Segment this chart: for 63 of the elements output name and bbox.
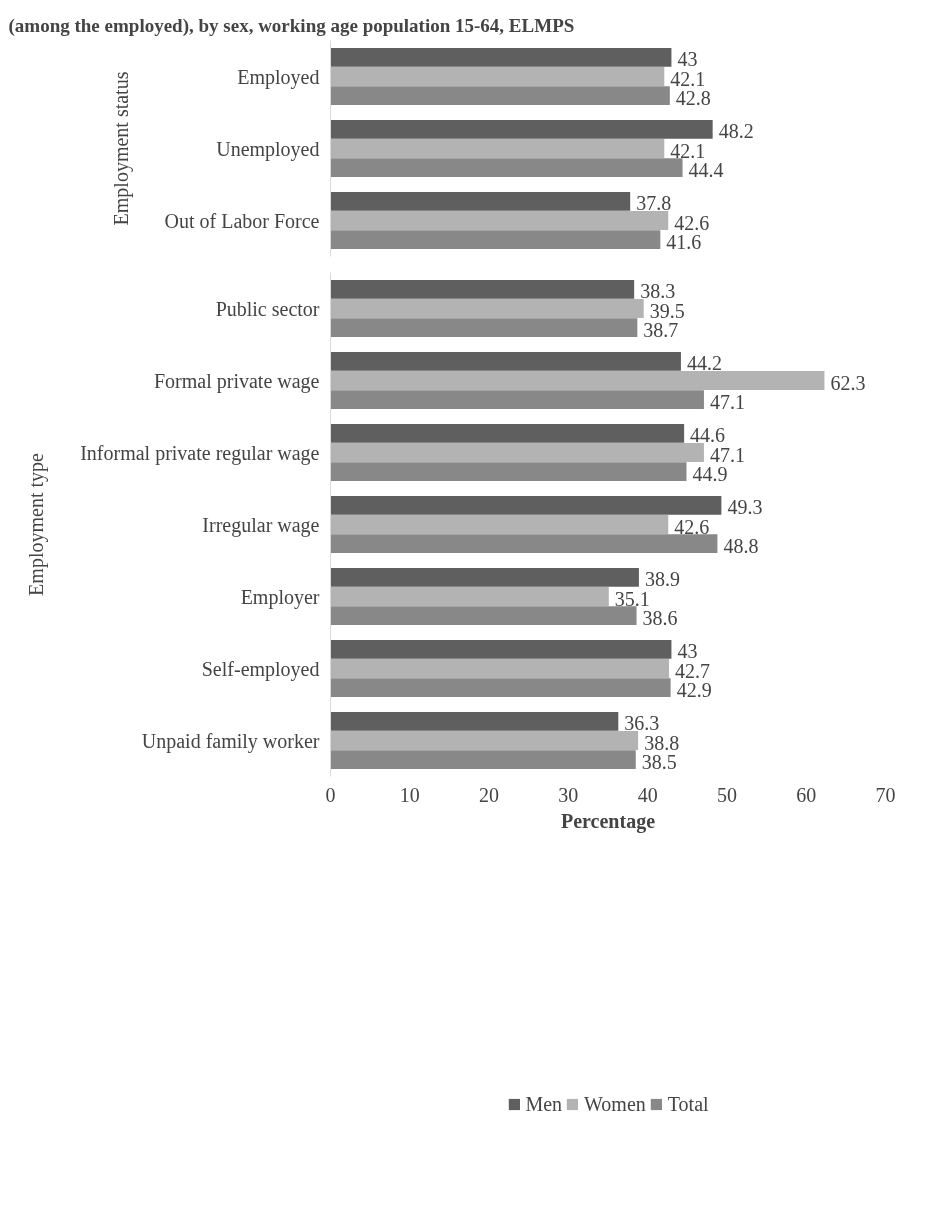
bar	[330, 191, 631, 211]
x-tick-label: 50	[716, 783, 737, 806]
y-tick-label: Irregular wage	[202, 513, 320, 537]
bar	[330, 299, 644, 318]
y-tick-label: Informal private regular wage	[80, 441, 320, 465]
bar	[330, 371, 825, 390]
bar	[330, 678, 671, 698]
bar	[330, 495, 722, 515]
y-axis-title: Employment type	[25, 453, 49, 596]
bar	[330, 47, 672, 67]
bar	[330, 750, 636, 770]
bar	[330, 351, 681, 371]
bar	[330, 158, 683, 178]
bar	[330, 639, 672, 659]
x-tick-label: 30	[558, 783, 579, 806]
bar	[330, 515, 669, 534]
y-axis-title: Employment status	[109, 71, 133, 226]
bar	[330, 731, 639, 750]
bar	[330, 567, 639, 587]
bar	[330, 390, 704, 410]
x-tick-label: 40	[637, 783, 658, 806]
bar	[330, 139, 665, 158]
bar	[330, 230, 661, 250]
y-tick-label: Unpaid family worker	[141, 729, 320, 753]
bar	[330, 211, 669, 230]
legend-label: Total	[667, 1092, 709, 1116]
bar	[330, 606, 637, 626]
y-tick-label: Public sector	[215, 297, 320, 320]
data-label: 42.6	[674, 515, 710, 538]
legend-label: Women	[584, 1092, 646, 1116]
data-label: 47.1	[709, 390, 745, 413]
bar	[330, 423, 685, 443]
x-tick-label: 0	[325, 783, 336, 806]
y-tick-label: Formal private wage	[154, 369, 320, 393]
bar	[330, 462, 687, 482]
bar	[330, 587, 609, 606]
data-label: 48.2	[718, 120, 754, 143]
x-tick-label: 70	[875, 783, 896, 806]
data-label: 44.2	[686, 352, 722, 375]
y-tick-label: Employed	[237, 65, 320, 89]
y-tick-label: Self-employed	[201, 657, 320, 681]
data-label: 48.8	[723, 534, 759, 557]
bar	[330, 711, 619, 731]
data-label: 62.3	[830, 371, 866, 394]
bar	[330, 443, 704, 462]
bar	[330, 67, 665, 86]
bar	[330, 86, 670, 106]
chart-title: (among the employed), by sex, working age population 15-64, ELMPS	[8, 14, 575, 37]
x-tick-label: 10	[399, 783, 420, 806]
bar	[330, 534, 718, 554]
legend-label: Men	[525, 1092, 563, 1116]
y-tick-label: Unemployed	[216, 137, 320, 161]
data-label: 37.8	[636, 192, 672, 215]
x-axis-title: Percentage	[560, 809, 656, 833]
bar	[330, 659, 670, 678]
x-tick-label: 60	[796, 783, 817, 806]
data-label: 49.3	[727, 496, 763, 519]
bar	[330, 279, 635, 299]
y-tick-label: Employer	[240, 585, 320, 609]
y-tick-label: Out of Labor Force	[164, 209, 320, 232]
x-tick-label: 20	[479, 783, 500, 806]
bar	[330, 318, 638, 338]
bar	[330, 119, 713, 139]
